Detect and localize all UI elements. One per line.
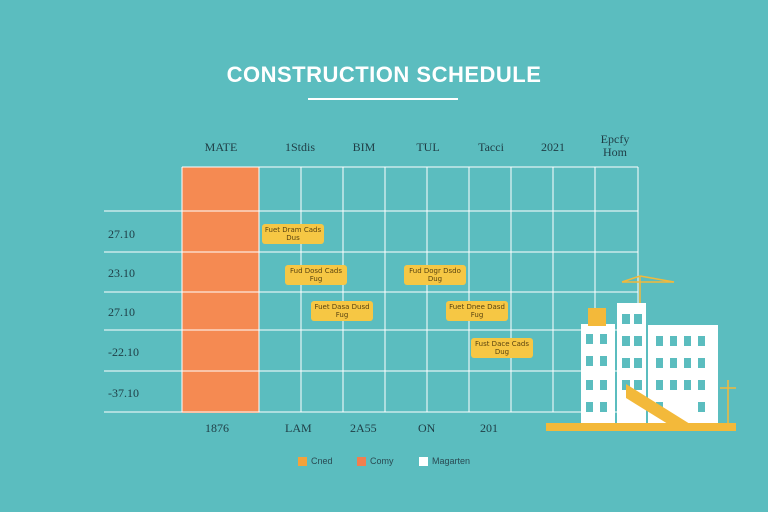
col-header-1: MATE <box>204 140 238 154</box>
col-header-2: 1Stdis <box>284 140 315 154</box>
title-divider <box>308 98 458 100</box>
col-header-3: BIM <box>352 140 376 154</box>
task-bar[interactable]: Fud Dosd Cads Fug <box>285 265 347 285</box>
legend-item: Magarten <box>419 456 470 466</box>
buildings-illustration <box>546 275 736 431</box>
schedule-title: CONSTRUCTION SCHEDULE <box>226 62 542 87</box>
legend-swatch <box>357 456 366 466</box>
ground-base <box>546 423 736 431</box>
legend-swatch <box>419 456 428 466</box>
highlight-column <box>182 167 259 413</box>
footer-label-1: 1876 <box>205 421 229 435</box>
tower-crane <box>621 275 736 425</box>
grid-lines <box>104 166 639 413</box>
legend-swatch <box>298 456 307 466</box>
ramp <box>626 384 690 424</box>
legend-label: Comy <box>370 456 394 466</box>
task-bar[interactable]: Fuet Dnee Dasd Fug <box>446 301 508 321</box>
task-bar[interactable]: Fust Dace Cads Dug <box>471 338 533 358</box>
task-bar[interactable]: Fuet Dasa Dusd Fug <box>311 301 373 321</box>
legend-label: Cned <box>311 456 333 466</box>
col-header-7: Epcfy Hom <box>600 132 630 159</box>
task-bar[interactable]: Fud Dogr Dsdo Dug <box>404 265 466 285</box>
footer-label-5: 201 <box>480 421 498 435</box>
building-left-roof <box>588 308 606 326</box>
legend-item: Comy <box>357 456 394 466</box>
row-label-1: 27.10 <box>108 227 135 241</box>
col-header-5: Tacci <box>478 140 504 154</box>
task-bar[interactable]: Fuet Dram Cads Dus <box>262 224 324 244</box>
footer-label-2: LAM <box>285 421 312 435</box>
footer-label-4: ON <box>418 421 436 435</box>
row-label-3: 27.10 <box>108 305 135 319</box>
row-label-4: -22.10 <box>108 345 139 359</box>
legend-label: Magarten <box>432 456 471 466</box>
row-label-2: 23.10 <box>108 266 135 280</box>
col-header-6: 2021 <box>541 140 565 154</box>
col-header-4: TUL <box>416 140 440 154</box>
legend-item: Cned <box>298 456 333 466</box>
footer-label-3: 2A55 <box>350 421 377 435</box>
row-label-5: -37.10 <box>108 386 139 400</box>
